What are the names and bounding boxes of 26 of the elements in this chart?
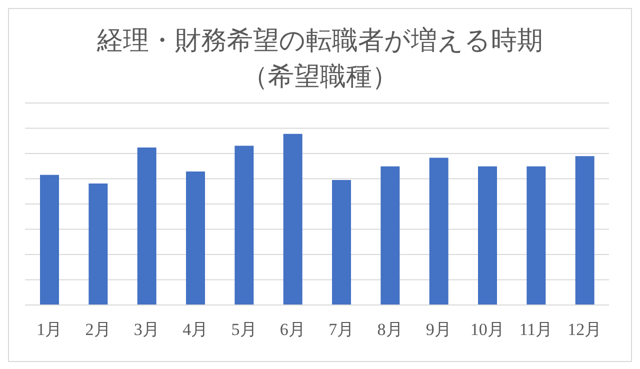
- x-tick-label: 11月: [519, 320, 553, 340]
- x-tick-label: 7月: [328, 320, 354, 340]
- x-tick-label: 2月: [85, 320, 111, 340]
- bar: [137, 148, 156, 305]
- x-tick-label: 6月: [280, 320, 306, 340]
- bar: [380, 166, 400, 305]
- chart-title: 経理・財務希望の転職者が増える時期: [96, 25, 544, 57]
- bar: [332, 180, 351, 305]
- bar: [429, 158, 448, 305]
- x-tick-label: 1月: [36, 320, 62, 340]
- x-tick-label: 3月: [134, 320, 160, 340]
- x-tick-label: 8月: [377, 320, 403, 340]
- bar: [283, 134, 302, 305]
- x-tick-label: 10月: [470, 320, 504, 340]
- bar: [478, 166, 497, 305]
- bar: [526, 166, 546, 305]
- bar: [88, 183, 108, 305]
- bar: [186, 171, 205, 305]
- bar: [234, 146, 254, 305]
- x-tick-label: 12月: [568, 320, 602, 340]
- x-tick-label: 4月: [182, 320, 208, 340]
- x-tick-label: 5月: [231, 320, 257, 340]
- bar: [40, 174, 59, 305]
- bar: [575, 156, 594, 305]
- x-tick-label: 9月: [426, 320, 452, 340]
- chart-subtitle: （希望職種）: [241, 61, 399, 93]
